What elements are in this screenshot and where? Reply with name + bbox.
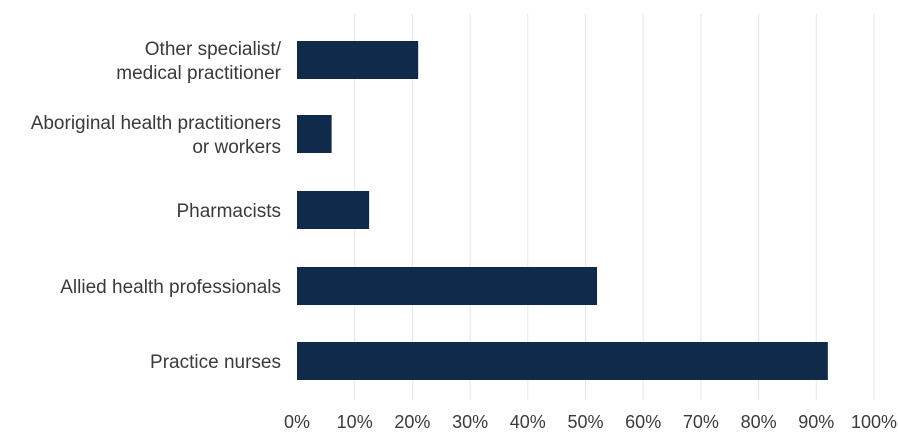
x-tick-label: 70% (683, 412, 719, 432)
x-tick-label: 60% (625, 412, 661, 432)
x-tick-label: 10% (337, 412, 373, 432)
x-tick-label: 30% (452, 412, 488, 432)
category-label: Aboriginal health practitioners (31, 113, 281, 134)
x-tick-label: 100% (851, 412, 897, 432)
bar (297, 267, 598, 305)
category-label: medical practitioner (116, 63, 281, 84)
category-label: Practice nurses (150, 352, 281, 373)
category-label: Allied health professionals (60, 277, 281, 298)
bars (297, 41, 828, 380)
x-tick-label: 20% (394, 412, 430, 432)
x-axis-tick-labels: 0% 10% 20% 30% 40% 50% 60% 70% 80% 90% 100% (284, 412, 897, 432)
bar (297, 115, 332, 153)
category-label: or workers (192, 137, 281, 158)
x-tick-label: 80% (741, 412, 777, 432)
category-label: Other specialist/ (145, 39, 282, 60)
bar (297, 41, 419, 79)
x-tick-label: 90% (798, 412, 834, 432)
x-tick-label: 40% (510, 412, 546, 432)
x-tick-label: 50% (567, 412, 603, 432)
bar (297, 191, 370, 229)
category-labels: Other specialist/medical practitioner Abo… (31, 39, 282, 373)
bar (297, 342, 828, 380)
x-tick-label: 0% (284, 412, 310, 432)
category-label: Pharmacists (176, 201, 281, 222)
